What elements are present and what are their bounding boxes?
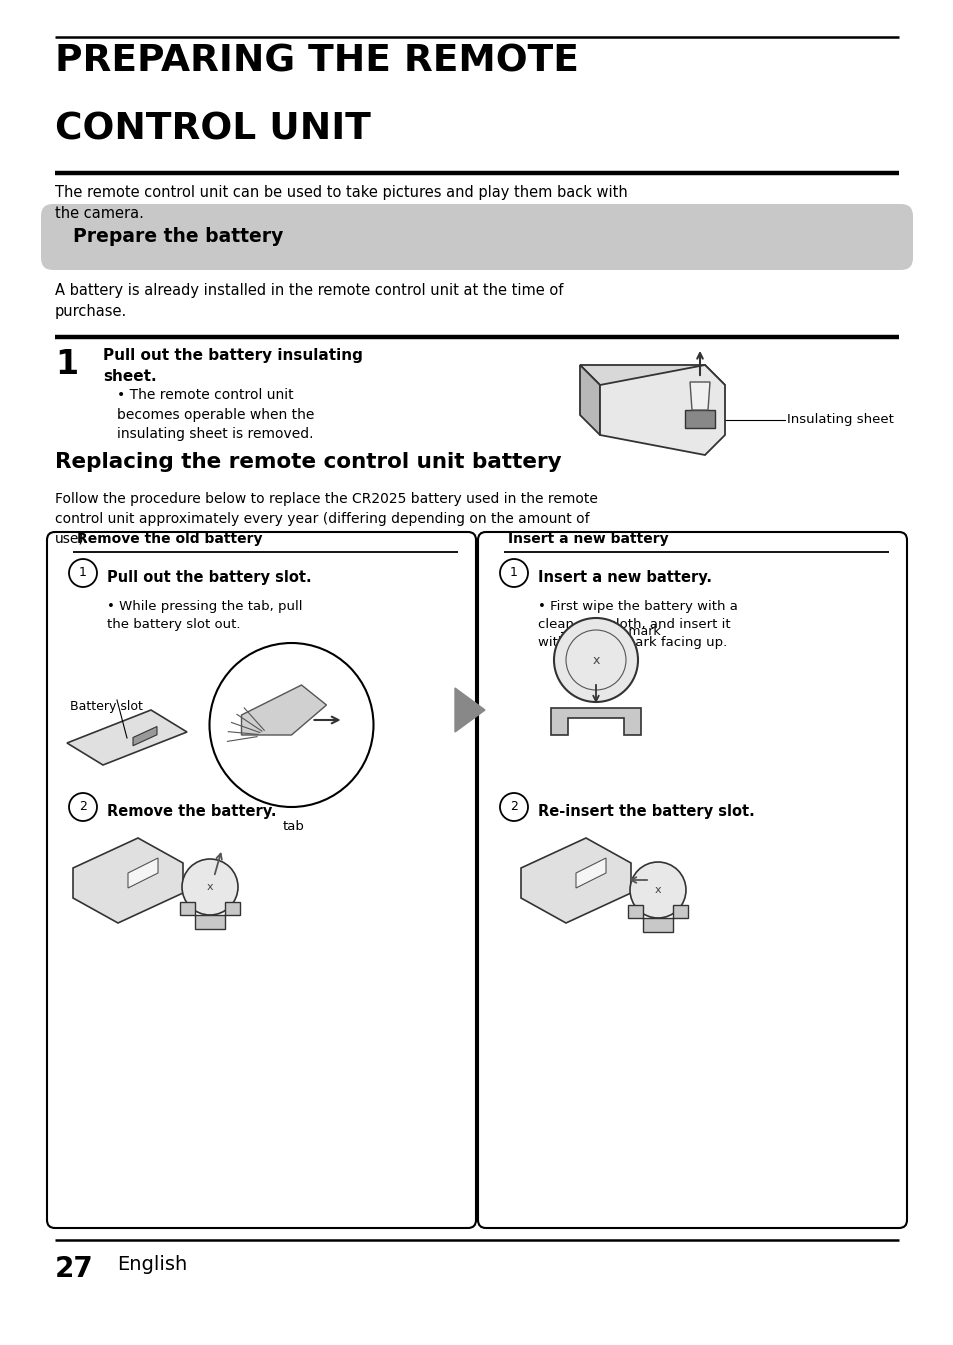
Text: Remove the old battery: Remove the old battery bbox=[77, 533, 262, 546]
Polygon shape bbox=[684, 410, 714, 428]
Circle shape bbox=[554, 617, 638, 702]
Text: Battery slot: Battery slot bbox=[70, 699, 143, 713]
Circle shape bbox=[182, 859, 237, 915]
Polygon shape bbox=[73, 838, 183, 923]
Text: Prepare the battery: Prepare the battery bbox=[73, 227, 283, 246]
Polygon shape bbox=[627, 905, 687, 932]
Text: x: x bbox=[654, 885, 660, 894]
Text: The remote control unit can be used to take pictures and play them back with
the: The remote control unit can be used to t… bbox=[55, 186, 627, 221]
Text: 2: 2 bbox=[79, 800, 87, 814]
Polygon shape bbox=[551, 707, 640, 734]
Text: x: x bbox=[207, 882, 213, 892]
Text: CONTROL UNIT: CONTROL UNIT bbox=[55, 112, 371, 148]
Text: x: x bbox=[592, 654, 599, 667]
Text: 2: 2 bbox=[510, 800, 517, 814]
Polygon shape bbox=[520, 838, 630, 923]
Text: tab: tab bbox=[282, 820, 304, 833]
Polygon shape bbox=[67, 710, 187, 765]
Circle shape bbox=[629, 862, 685, 919]
Text: Pull out the battery slot.: Pull out the battery slot. bbox=[107, 570, 312, 585]
Polygon shape bbox=[576, 858, 605, 888]
Text: • First wipe the battery with a
clean, dry cloth, and insert it
with the (+) mar: • First wipe the battery with a clean, d… bbox=[537, 600, 737, 650]
FancyBboxPatch shape bbox=[47, 533, 476, 1228]
Circle shape bbox=[210, 643, 374, 807]
Text: Insert a new battery: Insert a new battery bbox=[507, 533, 668, 546]
Text: PREPARING THE REMOTE: PREPARING THE REMOTE bbox=[55, 43, 578, 79]
Polygon shape bbox=[579, 364, 599, 434]
Polygon shape bbox=[128, 858, 158, 888]
Text: (+) mark: (+) mark bbox=[603, 625, 659, 639]
Polygon shape bbox=[579, 364, 724, 385]
Text: Insert a new battery.: Insert a new battery. bbox=[537, 570, 711, 585]
Text: English: English bbox=[117, 1255, 187, 1274]
Polygon shape bbox=[599, 364, 724, 455]
Text: Remove the battery.: Remove the battery. bbox=[107, 804, 276, 819]
Polygon shape bbox=[689, 382, 709, 410]
Polygon shape bbox=[241, 685, 326, 734]
Text: Re-insert the battery slot.: Re-insert the battery slot. bbox=[537, 804, 754, 819]
Text: A battery is already installed in the remote control unit at the time of
purchas: A battery is already installed in the re… bbox=[55, 282, 563, 319]
Text: Replacing the remote control unit battery: Replacing the remote control unit batter… bbox=[55, 452, 561, 472]
FancyBboxPatch shape bbox=[477, 533, 906, 1228]
Polygon shape bbox=[132, 726, 157, 745]
FancyBboxPatch shape bbox=[41, 204, 912, 270]
Text: Follow the procedure below to replace the CR2025 battery used in the remote
cont: Follow the procedure below to replace th… bbox=[55, 492, 598, 545]
Text: Pull out the battery insulating
sheet.: Pull out the battery insulating sheet. bbox=[103, 348, 362, 385]
Text: 27: 27 bbox=[55, 1255, 93, 1283]
Text: 1: 1 bbox=[79, 566, 87, 580]
Text: 1: 1 bbox=[55, 348, 78, 381]
Text: • The remote control unit
becomes operable when the
insulating sheet is removed.: • The remote control unit becomes operab… bbox=[117, 387, 314, 441]
Text: Insulating sheet: Insulating sheet bbox=[786, 413, 893, 426]
Text: • While pressing the tab, pull
the battery slot out.: • While pressing the tab, pull the batte… bbox=[107, 600, 302, 631]
Polygon shape bbox=[455, 689, 484, 732]
Text: 1: 1 bbox=[510, 566, 517, 580]
Polygon shape bbox=[180, 902, 240, 929]
